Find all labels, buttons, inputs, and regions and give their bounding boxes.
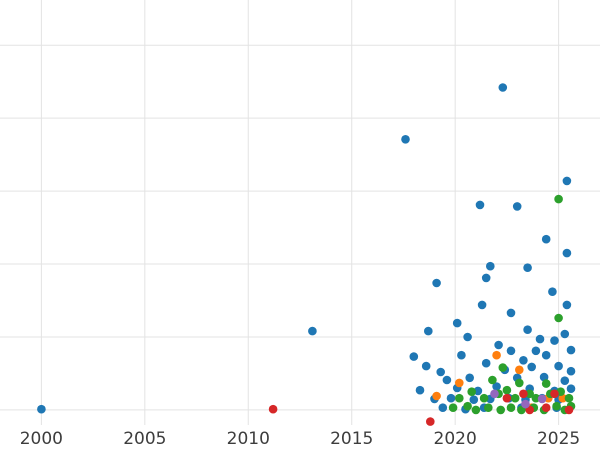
scatter-point-blue (560, 376, 570, 386)
scatter-point-blue (519, 356, 528, 365)
scatter-point-orange (432, 391, 441, 401)
scatter-point-blue (494, 340, 503, 350)
scatter-point-red (541, 403, 551, 413)
scatter-point-green (467, 387, 477, 397)
scatter-point-blue (566, 384, 576, 394)
x-tick-label: 2000 (20, 429, 63, 449)
scatter-point-green (554, 313, 563, 323)
scatter-point-red (426, 417, 435, 426)
scatter-point-blue (457, 350, 466, 360)
scatter-point-blue (523, 325, 532, 335)
scatter-point-red (564, 405, 574, 415)
x-tick-label: 2020 (434, 429, 477, 449)
scatter-point-green (496, 405, 506, 415)
scatter-point-green (471, 405, 481, 415)
scatter-point-blue (512, 202, 522, 211)
scatter-point-blue (548, 287, 557, 297)
scatter-point-blue (409, 352, 419, 361)
scatter-point-red (550, 389, 559, 399)
scatter-point-green (541, 379, 551, 388)
scatter-point-green (564, 393, 574, 403)
scatter-point-blue (465, 373, 475, 383)
scatter-point-green (515, 378, 524, 388)
scatter-point-purple (537, 394, 547, 404)
scatter-point-blue (446, 393, 456, 403)
scatter-point-green (510, 393, 520, 403)
scatter-point-green (525, 389, 534, 399)
scatter-point-green (448, 403, 458, 413)
scatter-point-green (506, 403, 516, 413)
scatter-point-blue (436, 367, 446, 377)
scatter-point-blue (539, 372, 549, 382)
scatter-point-green (531, 393, 541, 403)
scatter-point-green (498, 363, 508, 372)
scatter-point-red (268, 404, 278, 414)
scatter-point-orange (558, 393, 568, 403)
scatter-point-blue (481, 273, 491, 283)
scatter-point-blue (566, 366, 576, 376)
scatter-point-green (554, 194, 563, 204)
scatter-point-blue (469, 395, 479, 405)
scatter-point-blue (481, 358, 491, 368)
scatter-point-orange (455, 378, 464, 388)
scatter-point-blue (498, 83, 508, 92)
scatter-point-blue (541, 350, 551, 360)
scatter-point-blue (506, 308, 516, 318)
scatter-point-blue (442, 375, 452, 385)
scatter-point-blue (421, 361, 431, 371)
scatter-point-blue (475, 200, 485, 210)
x-tick-label: 2025 (537, 429, 580, 449)
scatter-point-blue (308, 326, 317, 336)
scatter-point-orange (515, 365, 524, 375)
scatter-point-blue (541, 234, 551, 244)
scatter-point-blue (527, 362, 536, 372)
scatter-point-green (484, 403, 493, 413)
x-tick-label: 2015 (330, 429, 373, 449)
scatter-point-green (502, 385, 512, 395)
scatter-point-blue (566, 345, 576, 355)
scatter-point-blue (562, 248, 572, 258)
scatter-point-blue (531, 346, 541, 356)
scatter-point-blue (432, 278, 441, 288)
x-tick-label: 2005 (123, 429, 166, 449)
scatter-point-blue (424, 326, 433, 336)
scatter-point-blue (562, 176, 572, 186)
scatter-point-blue (415, 385, 425, 395)
scatter-point-blue (506, 346, 516, 356)
scatter-point-blue (560, 329, 570, 339)
scatter-point-purple (490, 389, 499, 399)
scatter-point-green (552, 401, 561, 411)
scatter-point-blue (401, 135, 410, 144)
scatter-point-orange (492, 350, 501, 360)
scatter-point-red (519, 389, 528, 399)
scatter-point-purple (521, 399, 530, 409)
scatter-point-green (479, 393, 489, 403)
scatter-point-blue (37, 404, 46, 414)
scatter-point-blue (452, 318, 462, 328)
scatter-point-blue (554, 361, 563, 371)
scatter-point-blue (477, 300, 487, 310)
scatter-point-blue (486, 261, 495, 271)
scatter-point-blue (438, 403, 448, 413)
scatter-point-red (502, 393, 512, 403)
scatter-point-blue (463, 332, 472, 342)
scatter-point-blue (550, 336, 559, 345)
scatter-point-green (488, 375, 497, 385)
scatter-point-green (463, 401, 472, 411)
scatter-point-blue (523, 263, 532, 273)
scatter-point-blue (562, 300, 572, 310)
scatter-point-blue (535, 334, 545, 344)
x-tick-label: 2010 (227, 429, 270, 449)
scatter-point-green (455, 393, 464, 403)
scatter-point-blue (492, 382, 501, 391)
